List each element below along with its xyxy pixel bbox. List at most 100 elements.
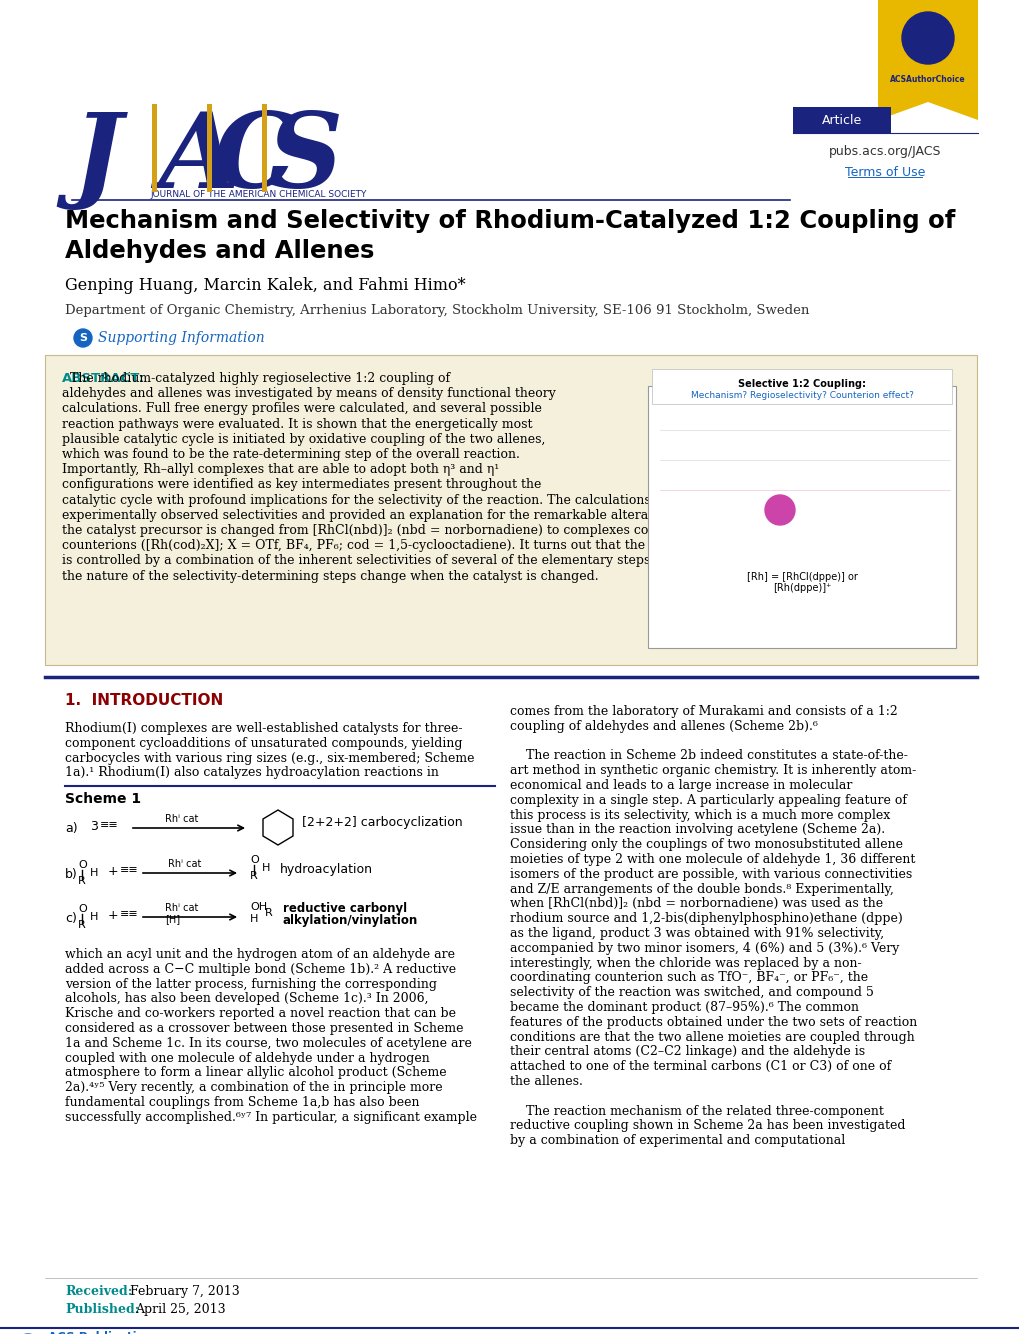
Bar bbox=[45, 355, 976, 666]
Text: the nature of the selectivity-determining steps change when the catalyst is chan: the nature of the selectivity-determinin… bbox=[62, 570, 598, 583]
Text: Mechanism and Selectivity of Rhodium-Catalyzed 1:2 Coupling of: Mechanism and Selectivity of Rhodium-Cat… bbox=[65, 209, 955, 233]
Text: issue than in the reaction involving acetylene (Scheme 2a).: issue than in the reaction involving ace… bbox=[510, 823, 884, 836]
Text: atmosphere to form a linear allylic alcohol product (Scheme: atmosphere to form a linear allylic alco… bbox=[65, 1066, 446, 1079]
Text: ACS Publications: ACS Publications bbox=[48, 1331, 160, 1334]
Text: fundamental couplings from Scheme 1a,b has also been: fundamental couplings from Scheme 1a,b h… bbox=[65, 1097, 419, 1109]
Bar bbox=[207, 104, 212, 192]
Text: April 25, 2013: April 25, 2013 bbox=[135, 1303, 225, 1317]
Text: Selective 1:2 Coupling:: Selective 1:2 Coupling: bbox=[738, 379, 865, 390]
Text: February 7, 2013: February 7, 2013 bbox=[129, 1285, 239, 1298]
Text: reductive coupling shown in Scheme 2a has been investigated: reductive coupling shown in Scheme 2a ha… bbox=[510, 1119, 905, 1133]
Text: [H]: [H] bbox=[165, 914, 180, 924]
Text: catalytic cycle with profound implications for the selectivity of the reaction. : catalytic cycle with profound implicatio… bbox=[62, 494, 859, 507]
Text: moieties of type 2 with one molecule of aldehyde 1, 36 different: moieties of type 2 with one molecule of … bbox=[510, 852, 914, 866]
Text: Terms of Use: Terms of Use bbox=[844, 165, 924, 179]
Circle shape bbox=[919, 29, 935, 45]
Text: S: S bbox=[268, 108, 343, 209]
Text: [Rh] = [RhCl(dppe)] or: [Rh] = [RhCl(dppe)] or bbox=[746, 572, 857, 582]
Text: ≡≡: ≡≡ bbox=[120, 908, 139, 919]
Text: ≡≡: ≡≡ bbox=[120, 864, 139, 875]
Text: S: S bbox=[78, 334, 87, 343]
Text: Article: Article bbox=[821, 113, 861, 127]
Text: configurations were identified as key intermediates present throughout the: configurations were identified as key in… bbox=[62, 479, 541, 491]
Text: R: R bbox=[265, 908, 272, 918]
Text: attached to one of the terminal carbons (C1 or C3) of one of: attached to one of the terminal carbons … bbox=[510, 1061, 891, 1073]
Circle shape bbox=[907, 17, 947, 57]
Text: Department of Organic Chemistry, Arrhenius Laboratory, Stockholm University, SE-: Department of Organic Chemistry, Arrheni… bbox=[65, 304, 809, 317]
Text: hydroacylation: hydroacylation bbox=[280, 863, 373, 876]
Text: accompanied by two minor isomers, 4 (6%) and 5 (3%).⁶ Very: accompanied by two minor isomers, 4 (6%)… bbox=[510, 942, 899, 955]
Text: H: H bbox=[250, 914, 258, 924]
Text: this process is its selectivity, which is a much more complex: this process is its selectivity, which i… bbox=[510, 808, 890, 822]
Text: O: O bbox=[250, 855, 259, 864]
Bar bbox=[262, 104, 267, 192]
Text: OH: OH bbox=[250, 902, 267, 912]
Text: J: J bbox=[72, 108, 121, 209]
Text: coupled with one molecule of aldehyde under a hydrogen: coupled with one molecule of aldehyde un… bbox=[65, 1051, 429, 1065]
Text: Scheme 1: Scheme 1 bbox=[65, 792, 141, 806]
Text: Supporting Information: Supporting Information bbox=[98, 331, 264, 346]
Text: their central atoms (C2–C2 linkage) and the aldehyde is: their central atoms (C2–C2 linkage) and … bbox=[510, 1046, 864, 1058]
Text: R: R bbox=[77, 920, 86, 930]
Text: experimentally observed selectivities and provided an explanation for the remark: experimentally observed selectivities an… bbox=[62, 508, 882, 522]
Text: features of the products obtained under the two sets of reaction: features of the products obtained under … bbox=[510, 1015, 916, 1029]
Text: +: + bbox=[108, 864, 118, 878]
Text: rhodium source and 1,2-bis(diphenylphosphino)ethane (dppe): rhodium source and 1,2-bis(diphenylphosp… bbox=[510, 912, 902, 926]
Text: successfully accomplished.⁶ʸ⁷ In particular, a significant example: successfully accomplished.⁶ʸ⁷ In particu… bbox=[65, 1111, 477, 1123]
Bar bbox=[792, 107, 891, 133]
Text: conditions are that the two allene moieties are coupled through: conditions are that the two allene moiet… bbox=[510, 1031, 914, 1043]
Text: O: O bbox=[77, 904, 87, 914]
Text: The reaction mechanism of the related three-component: The reaction mechanism of the related th… bbox=[510, 1105, 883, 1118]
Text: Rhⁱ cat: Rhⁱ cat bbox=[165, 814, 198, 824]
Text: calculations. Full free energy profiles were calculated, and several possible: calculations. Full free energy profiles … bbox=[62, 403, 541, 415]
Text: art method in synthetic organic chemistry. It is inherently atom-: art method in synthetic organic chemistr… bbox=[510, 764, 915, 778]
Text: coordinating counterion such as TfO⁻, BF₄⁻, or PF₆⁻, the: coordinating counterion such as TfO⁻, BF… bbox=[510, 971, 867, 984]
Text: 1.  INTRODUCTION: 1. INTRODUCTION bbox=[65, 692, 223, 708]
Text: Rhⁱ cat: Rhⁱ cat bbox=[165, 903, 198, 912]
Circle shape bbox=[901, 12, 953, 64]
Text: 3: 3 bbox=[90, 820, 98, 832]
Text: complexity in a single step. A particularly appealing feature of: complexity in a single step. A particula… bbox=[510, 794, 906, 807]
Text: comes from the laboratory of Murakami and consists of a 1:2: comes from the laboratory of Murakami an… bbox=[510, 704, 897, 718]
Text: the allenes.: the allenes. bbox=[510, 1075, 582, 1089]
Text: considered as a crossover between those presented in Scheme: considered as a crossover between those … bbox=[65, 1022, 463, 1035]
Text: Genping Huang, Marcin Kalek, and Fahmi Himo*: Genping Huang, Marcin Kalek, and Fahmi H… bbox=[65, 277, 465, 293]
Text: b): b) bbox=[65, 868, 77, 880]
Text: which an acyl unit and the hydrogen atom of an aldehyde are: which an acyl unit and the hydrogen atom… bbox=[65, 948, 454, 960]
Text: Considering only the couplings of two monosubstituted allene: Considering only the couplings of two mo… bbox=[510, 838, 902, 851]
Text: a): a) bbox=[65, 822, 77, 835]
Text: Aldehydes and Allenes: Aldehydes and Allenes bbox=[65, 239, 374, 263]
Text: The reaction in Scheme 2b indeed constitutes a state-of-the-: The reaction in Scheme 2b indeed constit… bbox=[510, 750, 907, 763]
Text: 1a).¹ Rhodium(I) also catalyzes hydroacylation reactions in: 1a).¹ Rhodium(I) also catalyzes hydroacy… bbox=[65, 767, 438, 779]
Circle shape bbox=[913, 24, 942, 52]
Bar bbox=[152, 104, 157, 192]
Text: R: R bbox=[77, 876, 86, 886]
Bar bbox=[647, 386, 955, 648]
FancyBboxPatch shape bbox=[651, 370, 951, 404]
Text: [2+2+2] carbocyclization: [2+2+2] carbocyclization bbox=[302, 816, 463, 828]
Text: coupling of aldehydes and allenes (Scheme 2b).⁶: coupling of aldehydes and allenes (Schem… bbox=[510, 720, 817, 732]
Text: 1a and Scheme 1c. In its course, two molecules of acetylene are: 1a and Scheme 1c. In its course, two mol… bbox=[65, 1037, 472, 1050]
Text: Rhodium(I) complexes are well-established catalysts for three-: Rhodium(I) complexes are well-establishe… bbox=[65, 722, 462, 735]
Text: version of the latter process, furnishing the corresponding: version of the latter process, furnishin… bbox=[65, 978, 436, 991]
Text: JOURNAL OF THE AMERICAN CHEMICAL SOCIETY: JOURNAL OF THE AMERICAN CHEMICAL SOCIETY bbox=[150, 189, 366, 199]
Text: Received:: Received: bbox=[65, 1285, 132, 1298]
Text: Krische and co-workers reported a novel reaction that can be: Krische and co-workers reported a novel … bbox=[65, 1007, 455, 1021]
Text: H: H bbox=[262, 863, 270, 872]
Text: Mechanism? Regioselectivity? Counterion effect?: Mechanism? Regioselectivity? Counterion … bbox=[690, 391, 913, 400]
Text: by a combination of experimental and computational: by a combination of experimental and com… bbox=[510, 1134, 845, 1147]
Polygon shape bbox=[877, 0, 977, 120]
Text: Importantly, Rh–allyl complexes that are able to adopt both η³ and η¹: Importantly, Rh–allyl complexes that are… bbox=[62, 463, 498, 476]
Text: ≡≡: ≡≡ bbox=[100, 820, 118, 830]
Circle shape bbox=[923, 33, 931, 41]
Text: became the dominant product (87–95%).⁶ The common: became the dominant product (87–95%).⁶ T… bbox=[510, 1000, 858, 1014]
Text: selectivity of the reaction was switched, and compound 5: selectivity of the reaction was switched… bbox=[510, 986, 873, 999]
Text: reductive carbonyl: reductive carbonyl bbox=[282, 902, 407, 915]
Text: Published:: Published: bbox=[65, 1303, 140, 1317]
Text: as the ligand, product 3 was obtained with 91% selectivity,: as the ligand, product 3 was obtained wi… bbox=[510, 927, 883, 940]
Text: H: H bbox=[90, 868, 98, 878]
Text: carbocycles with various ring sizes (e.g., six-membered; Scheme: carbocycles with various ring sizes (e.g… bbox=[65, 751, 474, 764]
Text: added across a C−C multiple bond (Scheme 1b).² A reductive: added across a C−C multiple bond (Scheme… bbox=[65, 963, 455, 975]
Text: ACSAuthorChoice: ACSAuthorChoice bbox=[890, 76, 965, 84]
Text: A: A bbox=[158, 108, 238, 209]
